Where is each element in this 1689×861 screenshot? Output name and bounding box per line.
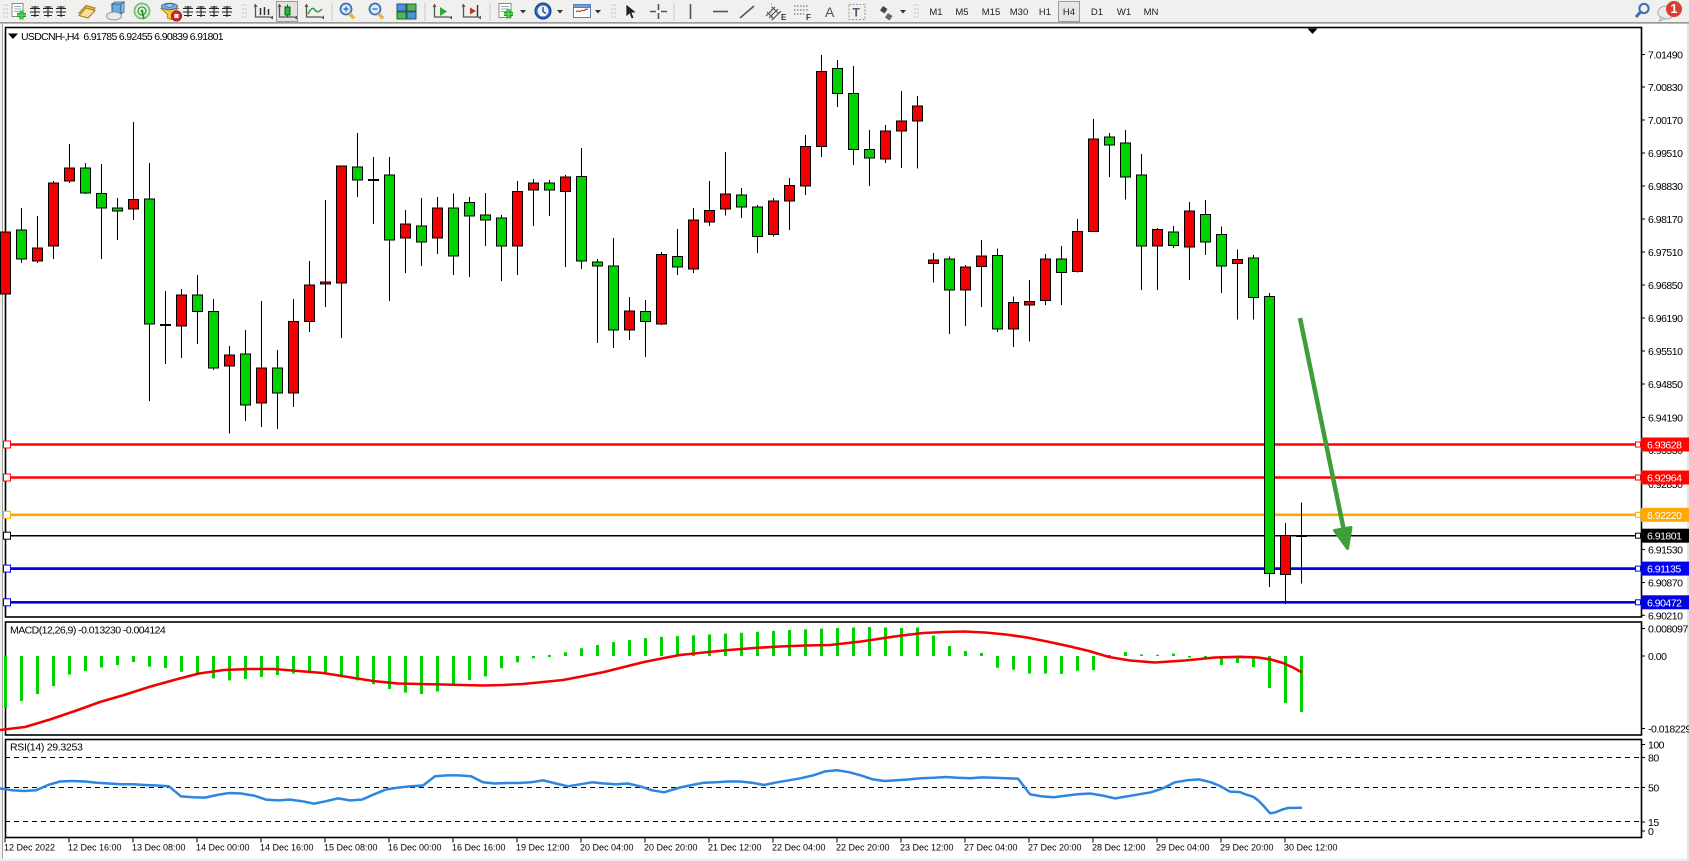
svg-text:A: A	[825, 4, 835, 20]
svg-text:22 Dec 04:00: 22 Dec 04:00	[772, 843, 826, 853]
svg-text:F: F	[806, 13, 811, 22]
svg-text:7.01490: 7.01490	[1648, 50, 1683, 62]
svg-text:6.90870: 6.90870	[1648, 578, 1683, 590]
svg-text:15 Dec 08:00: 15 Dec 08:00	[324, 843, 378, 853]
svg-text:80: 80	[1648, 753, 1659, 765]
svg-text:6.98830: 6.98830	[1648, 181, 1683, 193]
svg-text:19 Dec 12:00: 19 Dec 12:00	[516, 843, 570, 853]
svg-text:6.92964: 6.92964	[1647, 473, 1682, 485]
svg-text:6.91135: 6.91135	[1647, 564, 1681, 576]
svg-text:6.93628: 6.93628	[1647, 440, 1682, 452]
svg-text:M30: M30	[1010, 7, 1028, 18]
svg-text:13 Dec 08:00: 13 Dec 08:00	[132, 843, 186, 853]
svg-text:29 Dec 20:00: 29 Dec 20:00	[1220, 843, 1274, 853]
svg-text:100: 100	[1648, 740, 1665, 752]
svg-text:23 Dec 12:00: 23 Dec 12:00	[900, 843, 954, 853]
svg-text:50: 50	[1648, 783, 1659, 795]
svg-text:20 Dec 20:00: 20 Dec 20:00	[644, 843, 698, 853]
svg-text:30 Dec 12:00: 30 Dec 12:00	[1284, 843, 1338, 853]
svg-text:16 Dec 00:00: 16 Dec 00:00	[388, 843, 442, 853]
svg-text:22 Dec 20:00: 22 Dec 20:00	[836, 843, 890, 853]
svg-text:6.99510: 6.99510	[1648, 148, 1683, 160]
svg-text:6.91801: 6.91801	[1647, 531, 1682, 543]
svg-text:6.90472: 6.90472	[1647, 597, 1682, 609]
svg-text:16 Dec 16:00: 16 Dec 16:00	[452, 843, 506, 853]
svg-text:T: T	[853, 6, 861, 20]
svg-text:6.94190: 6.94190	[1648, 412, 1683, 424]
svg-text:M1: M1	[929, 7, 942, 18]
svg-text:6.96850: 6.96850	[1648, 280, 1683, 292]
svg-text:7.00170: 7.00170	[1648, 115, 1683, 127]
svg-text:W1: W1	[1117, 7, 1131, 18]
svg-text:7.00830: 7.00830	[1648, 82, 1683, 94]
svg-text:27 Dec 20:00: 27 Dec 20:00	[1028, 843, 1082, 853]
svg-text:0.008097: 0.008097	[1648, 624, 1688, 636]
svg-text:MN: MN	[1144, 7, 1159, 18]
svg-text:15: 15	[1648, 817, 1659, 829]
svg-text:6.94850: 6.94850	[1648, 379, 1683, 391]
svg-text:6.95510: 6.95510	[1648, 346, 1683, 358]
svg-text:28 Dec 12:00: 28 Dec 12:00	[1092, 843, 1146, 853]
svg-text:12 Dec 16:00: 12 Dec 16:00	[68, 843, 122, 853]
svg-text:0: 0	[1648, 826, 1654, 838]
svg-text:6.98170: 6.98170	[1648, 214, 1683, 226]
svg-text:M5: M5	[955, 7, 968, 18]
svg-text:0.00: 0.00	[1648, 651, 1667, 663]
svg-text:6.97510: 6.97510	[1648, 247, 1683, 259]
svg-text:RSI(14) 29.3253: RSI(14) 29.3253	[10, 742, 83, 754]
svg-text:21 Dec 12:00: 21 Dec 12:00	[708, 843, 762, 853]
svg-text:6.90210: 6.90210	[1648, 610, 1683, 622]
svg-text:29 Dec 04:00: 29 Dec 04:00	[1156, 843, 1210, 853]
svg-text:D1: D1	[1091, 7, 1103, 18]
svg-text:H1: H1	[1039, 7, 1051, 18]
svg-text:1: 1	[1671, 2, 1678, 16]
svg-text:6.96190: 6.96190	[1648, 313, 1683, 325]
svg-text:M15: M15	[982, 7, 1000, 18]
svg-text:14 Dec 16:00: 14 Dec 16:00	[260, 843, 314, 853]
svg-text:27 Dec 04:00: 27 Dec 04:00	[964, 843, 1018, 853]
svg-text:12 Dec 2022: 12 Dec 2022	[4, 843, 55, 853]
svg-text:20 Dec 04:00: 20 Dec 04:00	[580, 843, 634, 853]
svg-text:14 Dec 00:00: 14 Dec 00:00	[196, 843, 250, 853]
svg-text:H4: H4	[1063, 7, 1075, 18]
svg-text:6.92220: 6.92220	[1647, 510, 1682, 522]
svg-text:6.91530: 6.91530	[1648, 545, 1683, 557]
svg-text:MACD(12,26,9) -0.013230 -0.004: MACD(12,26,9) -0.013230 -0.004124	[10, 625, 166, 637]
svg-text:E: E	[781, 13, 787, 22]
svg-text:USDCNH-,H4 6.91785 6.92455 6.: USDCNH-,H4 6.91785 6.92455 6.90839 6.918…	[21, 31, 224, 43]
svg-text:-0.018229: -0.018229	[1648, 724, 1689, 736]
